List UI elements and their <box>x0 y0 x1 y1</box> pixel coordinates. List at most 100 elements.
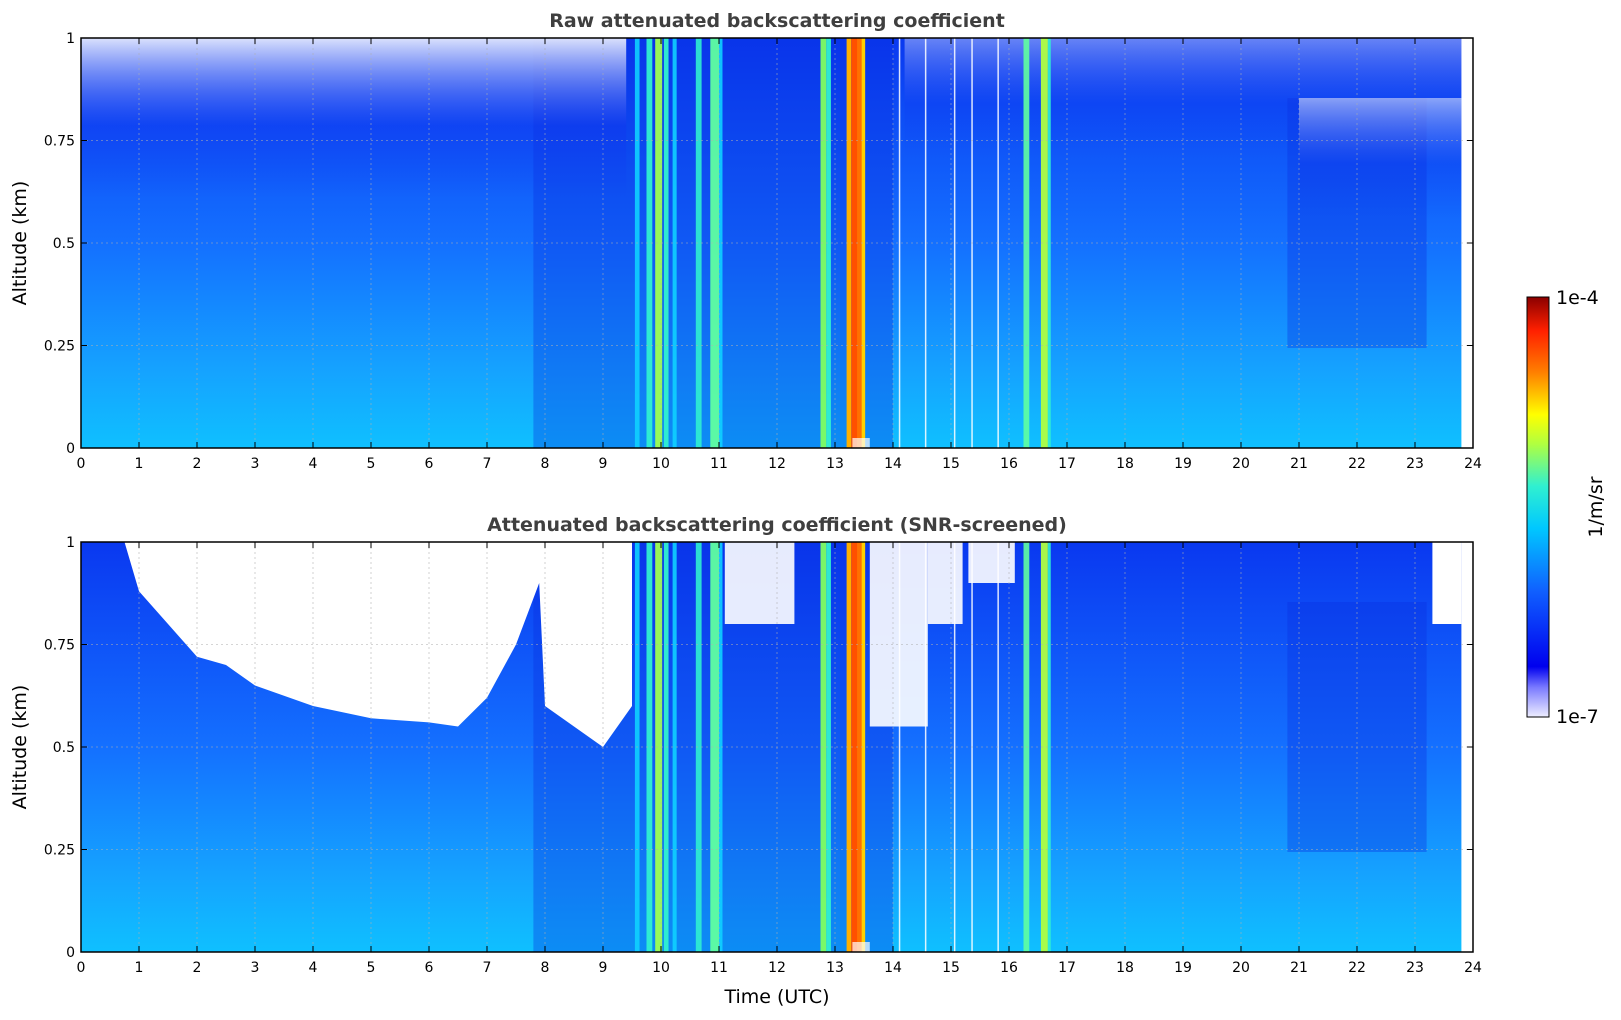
x-tick-label: 13 <box>826 456 844 472</box>
x-tick-label: 14 <box>884 960 902 976</box>
y-tick-label: 1 <box>66 31 75 47</box>
x-tick-label: 18 <box>1116 960 1134 976</box>
x-tick-label: 9 <box>599 960 608 976</box>
x-tick-label: 15 <box>942 456 960 472</box>
cloud-column <box>672 38 677 448</box>
cloud-column <box>672 542 677 952</box>
cloud-column <box>646 542 653 952</box>
data-gap-line <box>924 38 927 448</box>
cloud-column <box>719 542 723 952</box>
data-gap-line <box>898 38 901 448</box>
x-tick-label: 4 <box>309 960 318 976</box>
x-axis-label: Time (UTC) <box>723 986 829 1008</box>
cloud-column <box>861 542 866 952</box>
x-tick-label: 11 <box>710 456 728 472</box>
x-tick-label: 6 <box>425 456 434 472</box>
x-tick-label: 0 <box>77 960 86 976</box>
x-tick-label: 2 <box>193 456 202 472</box>
x-tick-label: 17 <box>1058 456 1076 472</box>
x-tick-label: 22 <box>1348 960 1366 976</box>
cloud-column <box>1040 38 1048 448</box>
cloud-column <box>851 38 859 448</box>
x-tick-label: 21 <box>1290 456 1308 472</box>
colorbar-unit-label: 1/m/sr <box>1585 476 1607 537</box>
y-tick-label: 0 <box>66 945 75 961</box>
x-tick-label: 9 <box>599 456 608 472</box>
x-tick-label: 18 <box>1116 456 1134 472</box>
data-gap-line <box>953 542 956 952</box>
cloud-column <box>719 38 723 448</box>
noise-region <box>1299 98 1462 218</box>
x-tick-label: 19 <box>1174 456 1192 472</box>
x-tick-label: 23 <box>1406 456 1424 472</box>
cloud-column <box>857 542 863 952</box>
data-gap-line <box>924 542 927 952</box>
x-tick-label: 5 <box>367 456 376 472</box>
y-tick-label: 0.75 <box>44 638 75 654</box>
cloud-column <box>846 38 852 448</box>
cloud-column <box>695 542 702 952</box>
x-tick-label: 23 <box>1406 960 1424 976</box>
x-tick-label: 1 <box>135 960 144 976</box>
cloud-column <box>851 542 859 952</box>
y-axis-ticks: 0 0.25 0.5 0.75 1 <box>44 535 1473 961</box>
cloud-column <box>1047 542 1051 952</box>
snr-screened-panel: Attenuated backscattering coefficient (S… <box>9 514 1482 1008</box>
cloud-column <box>857 38 863 448</box>
y-tick-label: 0.25 <box>44 339 75 355</box>
colorbar: 1e-4 1e-7 1/m/sr <box>1526 287 1607 728</box>
y-tick-label: 0.5 <box>53 236 75 252</box>
x-axis-ticks: 0 1 2 3 4 5 6 7 8 9 10 11 12 13 14 15 16 17 18 19 20 21 22 23 24 <box>77 38 1482 472</box>
data-gap-line <box>997 38 999 448</box>
data-gap-line <box>997 542 999 952</box>
cloud-column <box>710 542 719 952</box>
colorbar-max-label: 1e-4 <box>1556 287 1599 309</box>
screened-region <box>124 542 632 747</box>
x-tick-label: 21 <box>1290 960 1308 976</box>
x-tick-label: 0 <box>77 456 86 472</box>
screened-region <box>724 542 795 624</box>
screened-region <box>927 542 963 624</box>
gridlines <box>81 542 1473 952</box>
x-tick-label: 13 <box>826 960 844 976</box>
x-tick-label: 20 <box>1232 960 1250 976</box>
x-axis-ticks: 0 1 2 3 4 5 6 7 8 9 10 11 12 13 14 15 16 17 18 19 20 21 22 23 24 <box>77 542 1482 976</box>
x-tick-label: 3 <box>251 456 260 472</box>
x-tick-label: 8 <box>541 456 550 472</box>
x-tick-label: 15 <box>942 960 960 976</box>
x-tick-label: 24 <box>1464 960 1482 976</box>
panel-title: Raw attenuated backscattering coefficien… <box>549 10 1005 32</box>
colorbar-gradient <box>1526 296 1550 718</box>
x-tick-label: 10 <box>652 960 670 976</box>
cloud-column <box>826 38 831 448</box>
x-tick-label: 5 <box>367 960 376 976</box>
y-tick-label: 0 <box>66 441 75 457</box>
data-gap-line <box>953 38 956 448</box>
surface-artifact <box>852 942 870 952</box>
y-axis-label: Altitude (km) <box>9 181 31 306</box>
x-tick-label: 8 <box>541 960 550 976</box>
x-tick-label: 10 <box>652 456 670 472</box>
surface-artifact <box>852 438 870 448</box>
x-tick-label: 1 <box>135 456 144 472</box>
x-tick-label: 6 <box>425 960 434 976</box>
colorbar-min-label: 1e-7 <box>1556 706 1599 728</box>
noise-region <box>81 38 627 198</box>
x-tick-label: 3 <box>251 960 260 976</box>
x-tick-label: 20 <box>1232 456 1250 472</box>
cloud-column <box>695 38 702 448</box>
x-tick-label: 7 <box>483 456 492 472</box>
screened-region <box>1432 542 1462 624</box>
x-tick-label: 17 <box>1058 960 1076 976</box>
y-tick-label: 1 <box>66 535 75 551</box>
x-tick-label: 16 <box>1000 960 1018 976</box>
cloud-column <box>861 38 866 448</box>
x-tick-label: 24 <box>1464 456 1482 472</box>
y-axis-ticks: 0 0.25 0.5 0.75 1 <box>44 31 1473 457</box>
cloud-column <box>655 38 663 448</box>
x-tick-label: 14 <box>884 456 902 472</box>
y-axis-label: Altitude (km) <box>9 685 31 810</box>
x-tick-label: 12 <box>768 456 786 472</box>
cloud-column <box>826 542 831 952</box>
